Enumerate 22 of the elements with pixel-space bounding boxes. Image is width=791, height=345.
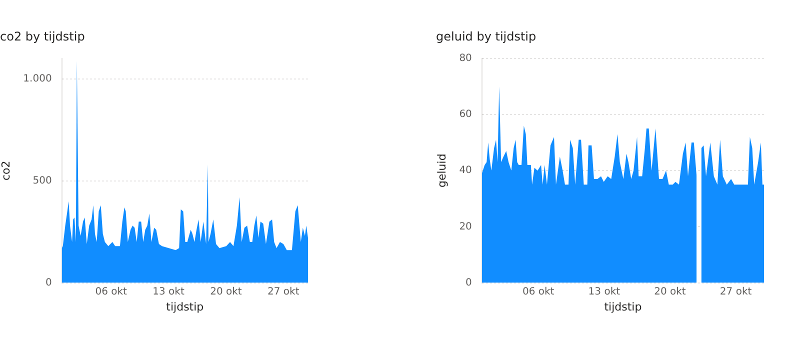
y-tick-label: 20 xyxy=(459,221,472,232)
y-tick-label: 1.000 xyxy=(23,73,52,84)
y-tick-label: 0 xyxy=(466,277,472,288)
y-tick-label: 0 xyxy=(45,277,52,288)
x-axis-title: tijdstip xyxy=(604,300,642,314)
x-tick-label: 13 okt xyxy=(588,286,620,298)
x-tick-label: 27 okt xyxy=(720,286,752,298)
x-tick-label: 06 okt xyxy=(522,286,554,298)
x-tick-label: 20 okt xyxy=(654,286,686,298)
x-axis-title: tijdstip xyxy=(166,300,204,314)
x-tick-label: 20 okt xyxy=(210,286,242,298)
y-axis-title: geluid xyxy=(435,154,448,188)
chart-title: geluid by tijdstip xyxy=(436,29,536,44)
y-tick-label: 500 xyxy=(32,175,52,186)
x-tick-label: 06 okt xyxy=(95,286,128,298)
y-tick-label: 60 xyxy=(459,109,472,120)
x-tick-label: 27 okt xyxy=(268,286,300,298)
x-tick-label: 13 okt xyxy=(152,286,184,298)
y-axis-title: co2 xyxy=(0,160,12,180)
y-tick-label: 80 xyxy=(459,52,472,64)
y-tick-label: 40 xyxy=(459,165,472,176)
chart-title: co2 by tijdstip xyxy=(0,29,85,44)
